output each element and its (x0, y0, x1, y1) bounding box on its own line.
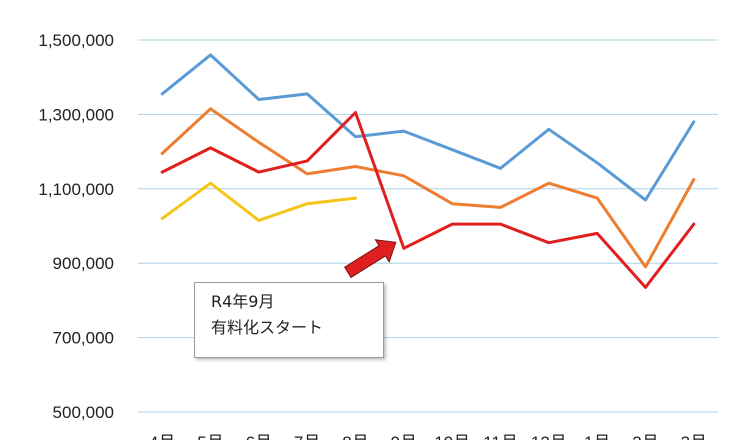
series-lines (160, 53, 696, 289)
annotation-line-1: R4年9月 (211, 292, 275, 311)
y-tick-label: 1,100,000 (38, 180, 114, 199)
y-tick-label: 1,300,000 (38, 105, 114, 124)
x-tick-label: 6月 (246, 433, 272, 440)
series-line-3 (160, 111, 696, 289)
series-line-4 (160, 181, 357, 222)
x-tick-label: 2月 (632, 433, 658, 440)
x-tick-label: 7月 (294, 433, 320, 440)
x-tick-label: 12月 (531, 433, 567, 440)
x-axis-tick-labels: 4月 5月 6月 7月 8月 9月 10月 11月 12月 1月 2月 3月 (149, 433, 707, 440)
y-tick-label: 1,500,000 (38, 31, 114, 50)
series-line-1 (160, 53, 696, 202)
x-tick-label: 9月 (391, 433, 417, 440)
x-tick-label: 10月 (434, 433, 470, 440)
arrow-shape (344, 239, 397, 279)
x-tick-label: 3月 (681, 433, 707, 440)
x-tick-label: 11月 (483, 433, 518, 440)
y-axis-tick-labels: 500,000 700,000 900,000 1,100,000 1,300,000 1… (38, 31, 114, 422)
annotation-line-2: 有料化スタート (211, 318, 324, 337)
x-tick-label: 1月 (584, 433, 610, 440)
annotation-arrow (344, 239, 397, 279)
y-tick-label: 900,000 (53, 254, 114, 273)
y-tick-label: 500,000 (53, 403, 114, 422)
series-line-2 (160, 107, 696, 269)
y-tick-label: 700,000 (53, 329, 114, 348)
x-tick-label: 4月 (149, 433, 175, 440)
x-tick-label: 5月 (197, 433, 223, 440)
annotation-box: R4年9月 有料化スタート (194, 282, 384, 358)
x-tick-label: 8月 (342, 433, 368, 440)
